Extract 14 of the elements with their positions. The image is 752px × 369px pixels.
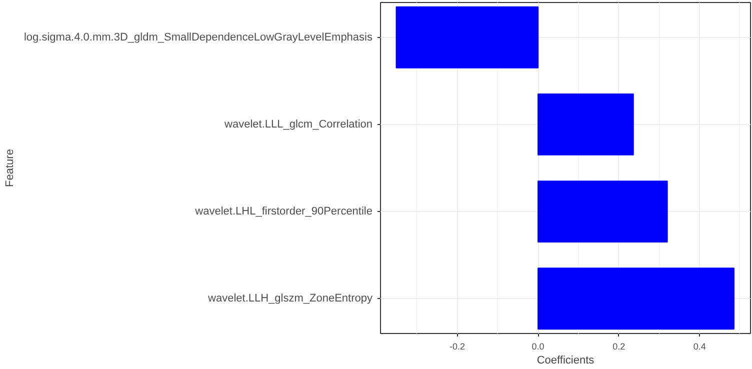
x-tick-label: 0.0 (532, 342, 544, 352)
x-tick-label: -0.2 (449, 342, 466, 352)
bar (396, 6, 539, 68)
bar (538, 180, 668, 243)
y-tick-label: wavelet.LLH_glszm_ZoneEntropy (207, 292, 373, 305)
x-tick-label: 0.2 (612, 342, 626, 352)
y-tick-label: wavelet.LLL_glcm_Correlation (224, 118, 372, 130)
bar (538, 93, 634, 156)
x-axis-title: Coefficients (536, 354, 595, 366)
bar (538, 268, 734, 330)
y-axis-title: Feature (4, 149, 16, 187)
y-tick-label: log.sigma.4.0.mm.3D_gldm_SmallDependenceLowGrayLevelEmphasis (24, 31, 373, 44)
x-tick-label: 0.4 (693, 342, 706, 352)
y-tick-label: wavelet.LHL_firstorder_90Percentile (194, 206, 373, 218)
